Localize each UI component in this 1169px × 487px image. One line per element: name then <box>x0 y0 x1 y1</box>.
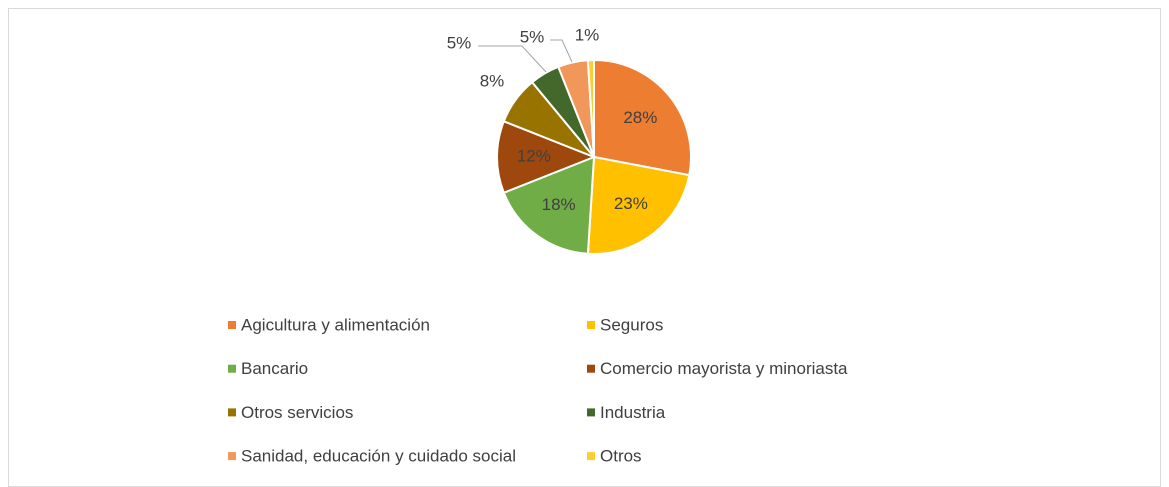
legend-label: Seguros <box>600 315 663 334</box>
data-label: 12% <box>517 146 551 165</box>
legend-swatch <box>228 364 236 373</box>
legend-label: Otros servicios <box>241 403 353 422</box>
pie-slice <box>586 58 595 158</box>
legend-swatch <box>587 321 595 329</box>
legend-label: Otros <box>600 447 642 466</box>
data-label: 23% <box>614 194 648 213</box>
leader-line <box>550 39 573 63</box>
data-label: 18% <box>542 195 576 214</box>
legend-swatch <box>587 408 595 417</box>
legend-swatch <box>228 452 236 461</box>
leader-line <box>478 45 547 73</box>
legend-label: Comercio mayorista y minoriasta <box>600 359 848 378</box>
legend-label: Sanidad, educación y cuidado social <box>241 447 516 466</box>
data-label: 28% <box>623 108 657 127</box>
pie-slice <box>593 58 692 177</box>
data-label: 5% <box>447 33 472 52</box>
legend-label: Industria <box>600 403 666 422</box>
legend-swatch <box>228 408 236 417</box>
pie-slice <box>586 155 691 255</box>
legend-label: Bancario <box>241 359 308 378</box>
data-label: 8% <box>480 71 505 90</box>
legend-swatch <box>228 321 236 329</box>
pie-slice <box>502 155 596 255</box>
legend-swatch <box>587 452 595 461</box>
data-label: 1% <box>575 25 600 44</box>
pie-slice <box>496 119 597 195</box>
data-label: 5% <box>520 27 545 46</box>
legend-swatch <box>587 364 595 373</box>
legend-label: Agicultura y alimentación <box>241 315 430 334</box>
